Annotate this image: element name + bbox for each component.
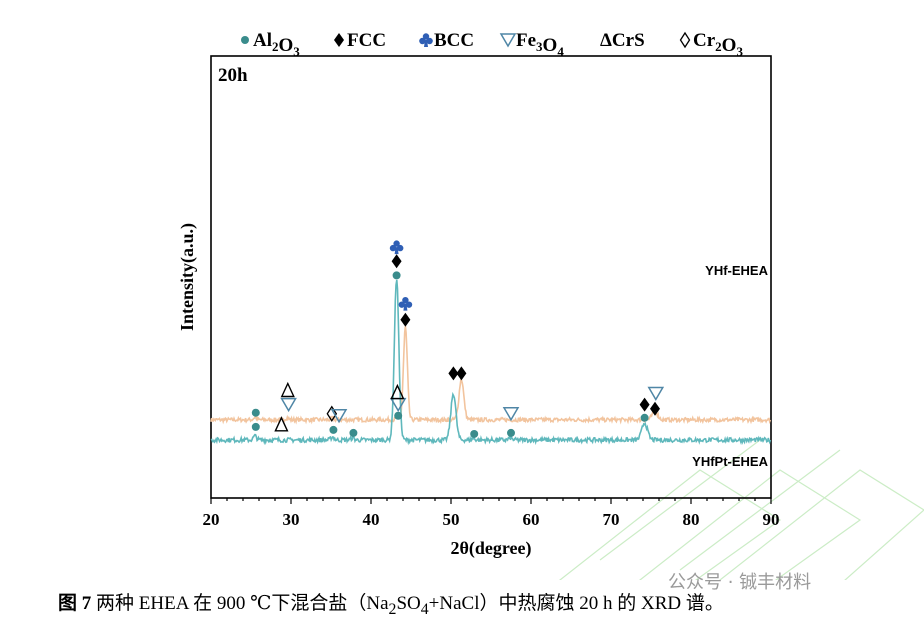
panel-label: 20h	[218, 65, 248, 86]
peak-marker-1-4	[392, 271, 401, 280]
peak-marker-0-2	[280, 381, 295, 398]
x-tick-label: 60	[523, 510, 540, 529]
legend-label-2: BCC	[434, 30, 474, 51]
peak-marker-1-7	[448, 366, 459, 381]
legend-symbol-2	[419, 33, 433, 47]
legend: Al2O3 FCC BCC Fe3O4 ΔCrS Cr2O3	[241, 30, 743, 59]
x-tick-label: 70	[603, 510, 620, 529]
marker-layer	[251, 240, 665, 438]
legend-item-3: Fe3O4	[499, 30, 564, 59]
peak-marker-0-9	[398, 296, 413, 311]
legend-item-4: ΔCrS	[600, 30, 645, 51]
peak-marker-1-6	[389, 240, 404, 255]
caption-sub-1: 2	[388, 600, 397, 618]
legend-item-1: FCC	[334, 30, 386, 51]
peak-marker-1-2	[329, 425, 338, 434]
peak-marker-0-0	[251, 408, 260, 417]
peak-marker-0-8	[400, 312, 411, 327]
x-axis: 20 30 40 50 60 70 80 90	[203, 498, 780, 529]
caption-text-3: +NaCl）中热腐蚀 20 h 的 XRD 谱。	[428, 593, 724, 614]
legend-label-3: Fe3O4	[516, 30, 564, 59]
x-tick-label: 30	[283, 510, 300, 529]
peak-marker-0-10	[456, 366, 467, 381]
legend-label-0: Al2O3	[253, 30, 300, 59]
peak-marker-1-5	[391, 254, 402, 269]
legend-symbol-1	[334, 33, 344, 47]
x-tick-label: 40	[363, 510, 380, 529]
series-line-0	[210, 326, 772, 425]
series-label-yhfpt: YHfPt-EHEA	[692, 454, 768, 469]
caption-text-2: SO	[396, 593, 421, 614]
legend-symbol-0	[241, 36, 249, 44]
peak-marker-1-9	[507, 428, 515, 437]
legend-label-4: ΔCrS	[600, 30, 645, 51]
xrd-chart: Al2O3 FCC BCC Fe3O4 ΔCrS Cr2O3 20h 20 30 40 50 60…	[177, 30, 924, 580]
legend-symbol-3	[499, 33, 517, 48]
peak-marker-1-1	[274, 416, 289, 432]
peak-marker-0-5	[394, 411, 403, 420]
x-tick-label: 80	[683, 510, 700, 529]
caption-sub-2: 4	[420, 600, 429, 618]
peak-marker-0-3	[326, 405, 338, 422]
watermark-text: 公众号 · 铖丰材料	[668, 572, 812, 593]
series-line-1	[210, 279, 772, 446]
y-axis-label: Intensity(a.u.)	[177, 223, 198, 331]
legend-symbol-5	[679, 31, 691, 49]
legend-item-5: Cr2O3	[679, 30, 743, 59]
plot-frame	[210, 55, 772, 499]
peak-marker-1-8	[470, 429, 479, 438]
peak-marker-0-4	[330, 409, 348, 424]
x-tick-label: 50	[443, 510, 460, 529]
peak-marker-0-11	[502, 406, 520, 422]
peak-marker-0-12	[650, 401, 660, 416]
peak-marker-1-3	[349, 428, 358, 437]
legend-label-5: Cr2O3	[693, 30, 743, 59]
peak-marker-1-0	[251, 422, 260, 431]
watermark-pattern	[559, 439, 924, 580]
peak-marker-1-11	[639, 397, 650, 412]
x-tick-label: 90	[763, 510, 780, 529]
figure-caption: 图 7 两种 EHEA 在 900 ℃下混合盐（Na2SO4+NaCl）中热腐蚀…	[58, 588, 724, 619]
peak-marker-1-10	[640, 413, 649, 422]
peak-marker-0-7	[390, 383, 405, 400]
caption-text-1: 两种 EHEA 在 900 ℃下混合盐（Na	[91, 593, 389, 614]
series-label-yhf: YHf-EHEA	[705, 263, 768, 278]
legend-item-0: Al2O3	[241, 30, 300, 59]
legend-item-2: BCC	[419, 30, 474, 51]
x-tick-label: 20	[203, 510, 220, 529]
series-layer	[210, 279, 772, 446]
legend-label-1: FCC	[347, 30, 386, 51]
x-axis-label: 2θ(degree)	[450, 538, 531, 559]
peak-marker-0-1	[280, 397, 297, 413]
figure-number: 图 7	[58, 593, 92, 614]
peak-marker-0-13	[647, 386, 665, 402]
